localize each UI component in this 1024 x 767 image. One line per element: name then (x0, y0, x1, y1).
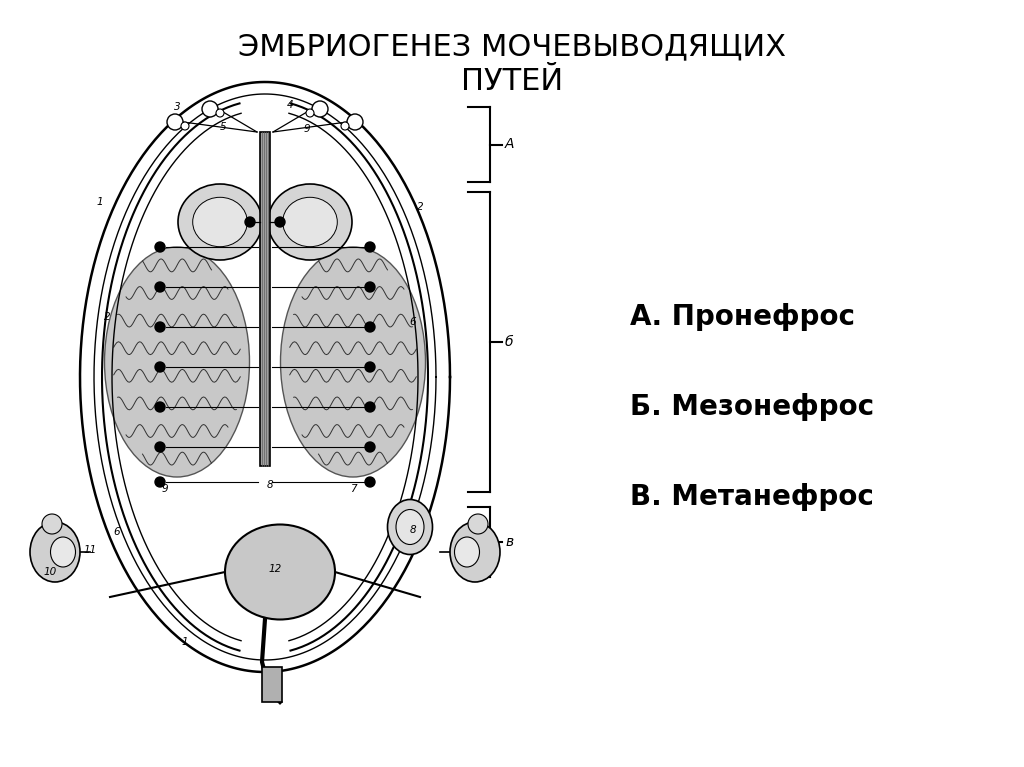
Circle shape (347, 114, 362, 130)
Text: 9: 9 (304, 124, 310, 134)
Ellipse shape (225, 525, 335, 620)
Circle shape (216, 109, 224, 117)
Ellipse shape (455, 537, 479, 567)
Circle shape (155, 402, 165, 412)
Ellipse shape (281, 247, 426, 477)
Text: ЭМБРИОГЕНЕЗ МОЧЕВЫВОДЯЩИХ: ЭМБРИОГЕНЕЗ МОЧЕВЫВОДЯЩИХ (238, 32, 786, 61)
Text: А: А (505, 137, 514, 152)
Text: В. Метанефрос: В. Метанефрос (630, 483, 873, 511)
Text: 8: 8 (266, 480, 273, 490)
Text: 6: 6 (114, 527, 120, 537)
Ellipse shape (193, 197, 248, 247)
Text: 1: 1 (181, 637, 188, 647)
Circle shape (365, 477, 375, 487)
Ellipse shape (268, 184, 352, 260)
Text: Б. Мезонефрос: Б. Мезонефрос (630, 393, 874, 421)
Circle shape (155, 442, 165, 452)
Ellipse shape (450, 522, 500, 582)
Text: 6: 6 (410, 317, 417, 327)
Circle shape (155, 477, 165, 487)
Text: 1: 1 (96, 197, 103, 207)
Circle shape (155, 282, 165, 292)
Circle shape (155, 322, 165, 332)
Text: б: б (505, 335, 513, 349)
Ellipse shape (104, 247, 250, 477)
Circle shape (202, 101, 218, 117)
Text: 12: 12 (268, 564, 282, 574)
Circle shape (341, 122, 349, 130)
Text: 2: 2 (417, 202, 423, 212)
Ellipse shape (30, 522, 80, 582)
Circle shape (155, 242, 165, 252)
Text: А. Пронефрос: А. Пронефрос (630, 303, 855, 331)
Text: 10: 10 (43, 567, 56, 577)
Text: 11: 11 (83, 545, 96, 555)
Circle shape (312, 101, 328, 117)
Circle shape (155, 362, 165, 372)
Text: 2: 2 (103, 312, 111, 322)
Circle shape (365, 442, 375, 452)
Bar (260, 132, 270, 466)
Circle shape (365, 362, 375, 372)
Circle shape (365, 402, 375, 412)
Text: 7: 7 (349, 484, 356, 494)
Text: 8: 8 (410, 525, 417, 535)
Text: 4: 4 (287, 100, 293, 110)
Circle shape (167, 114, 183, 130)
Circle shape (245, 217, 255, 227)
Bar (262, 667, 282, 702)
Circle shape (365, 282, 375, 292)
Circle shape (306, 109, 314, 117)
Text: 3: 3 (174, 102, 180, 112)
Circle shape (365, 242, 375, 252)
Ellipse shape (178, 184, 262, 260)
Ellipse shape (50, 537, 76, 567)
Text: 9: 9 (162, 484, 168, 494)
Circle shape (42, 514, 62, 534)
Ellipse shape (387, 499, 432, 555)
Ellipse shape (283, 197, 337, 247)
Text: 5: 5 (220, 122, 226, 132)
Text: ПУТЕЙ: ПУТЕЙ (461, 67, 563, 97)
Circle shape (468, 514, 488, 534)
Ellipse shape (396, 509, 424, 545)
Text: в: в (505, 535, 513, 549)
Circle shape (365, 322, 375, 332)
Circle shape (275, 217, 285, 227)
Circle shape (181, 122, 189, 130)
